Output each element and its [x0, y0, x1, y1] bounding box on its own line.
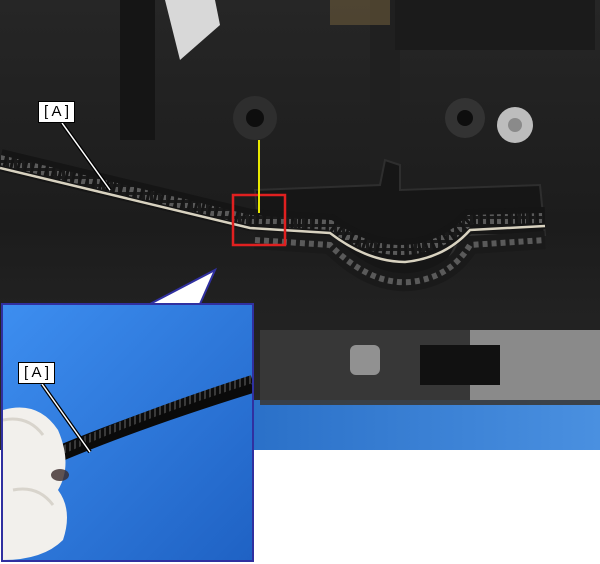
inset-photo: [3, 305, 252, 560]
inset-photo-frame: [1, 303, 254, 562]
inset-callout-label-a: [ A ]: [18, 362, 56, 384]
main-photo: [0, 0, 600, 450]
callout-label-a: [ A ]: [38, 101, 76, 123]
